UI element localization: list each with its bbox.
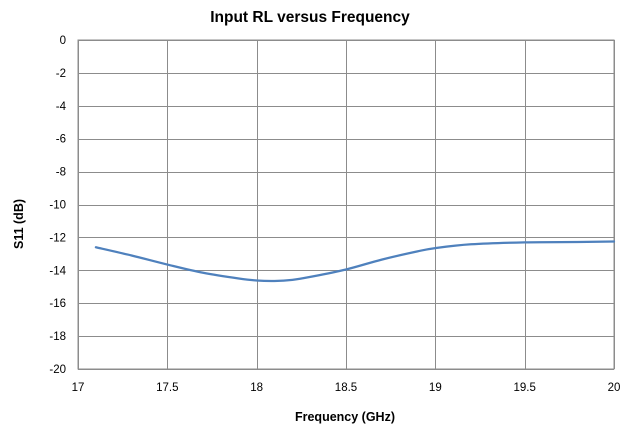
gridlines <box>78 40 615 370</box>
y-tick-label: -4 <box>56 101 67 113</box>
y-tick-label: -20 <box>49 364 66 376</box>
y-tick-label: -8 <box>56 167 66 179</box>
y-tick-label: 0 <box>60 35 66 47</box>
y-tick-label: -2 <box>56 68 66 80</box>
series-line-s11 <box>94 240 616 283</box>
chart-title: Input RL versus Frequency <box>210 9 410 26</box>
y-axis-title: S11 (dB) <box>12 199 26 249</box>
y-axis-tick-labels: 0 -2 -4 -6 -8 -10 -12 -14 -16 -18 -20 <box>49 35 66 376</box>
y-tick-label: -6 <box>56 134 66 146</box>
x-axis-tick-labels: 17 17.5 18 18.5 19 19.5 20 <box>72 382 621 394</box>
series-layer <box>94 240 616 283</box>
x-tick-label: 19 <box>429 382 442 394</box>
x-tick-label: 17.5 <box>156 382 178 394</box>
y-tick-label: -14 <box>49 265 66 277</box>
x-tick-label: 18.5 <box>335 382 357 394</box>
x-axis-title: Frequency (GHz) <box>295 410 395 424</box>
x-tick-label: 18 <box>250 382 263 394</box>
x-tick-label: 17 <box>72 382 85 394</box>
x-tick-label: 19.5 <box>513 382 535 394</box>
plot-area <box>77 39 615 370</box>
y-tick-label: -18 <box>49 331 66 343</box>
y-tick-label: -16 <box>49 298 66 310</box>
y-tick-label: -12 <box>49 232 66 244</box>
x-tick-label: 20 <box>608 382 621 394</box>
y-tick-label: -10 <box>49 200 66 212</box>
